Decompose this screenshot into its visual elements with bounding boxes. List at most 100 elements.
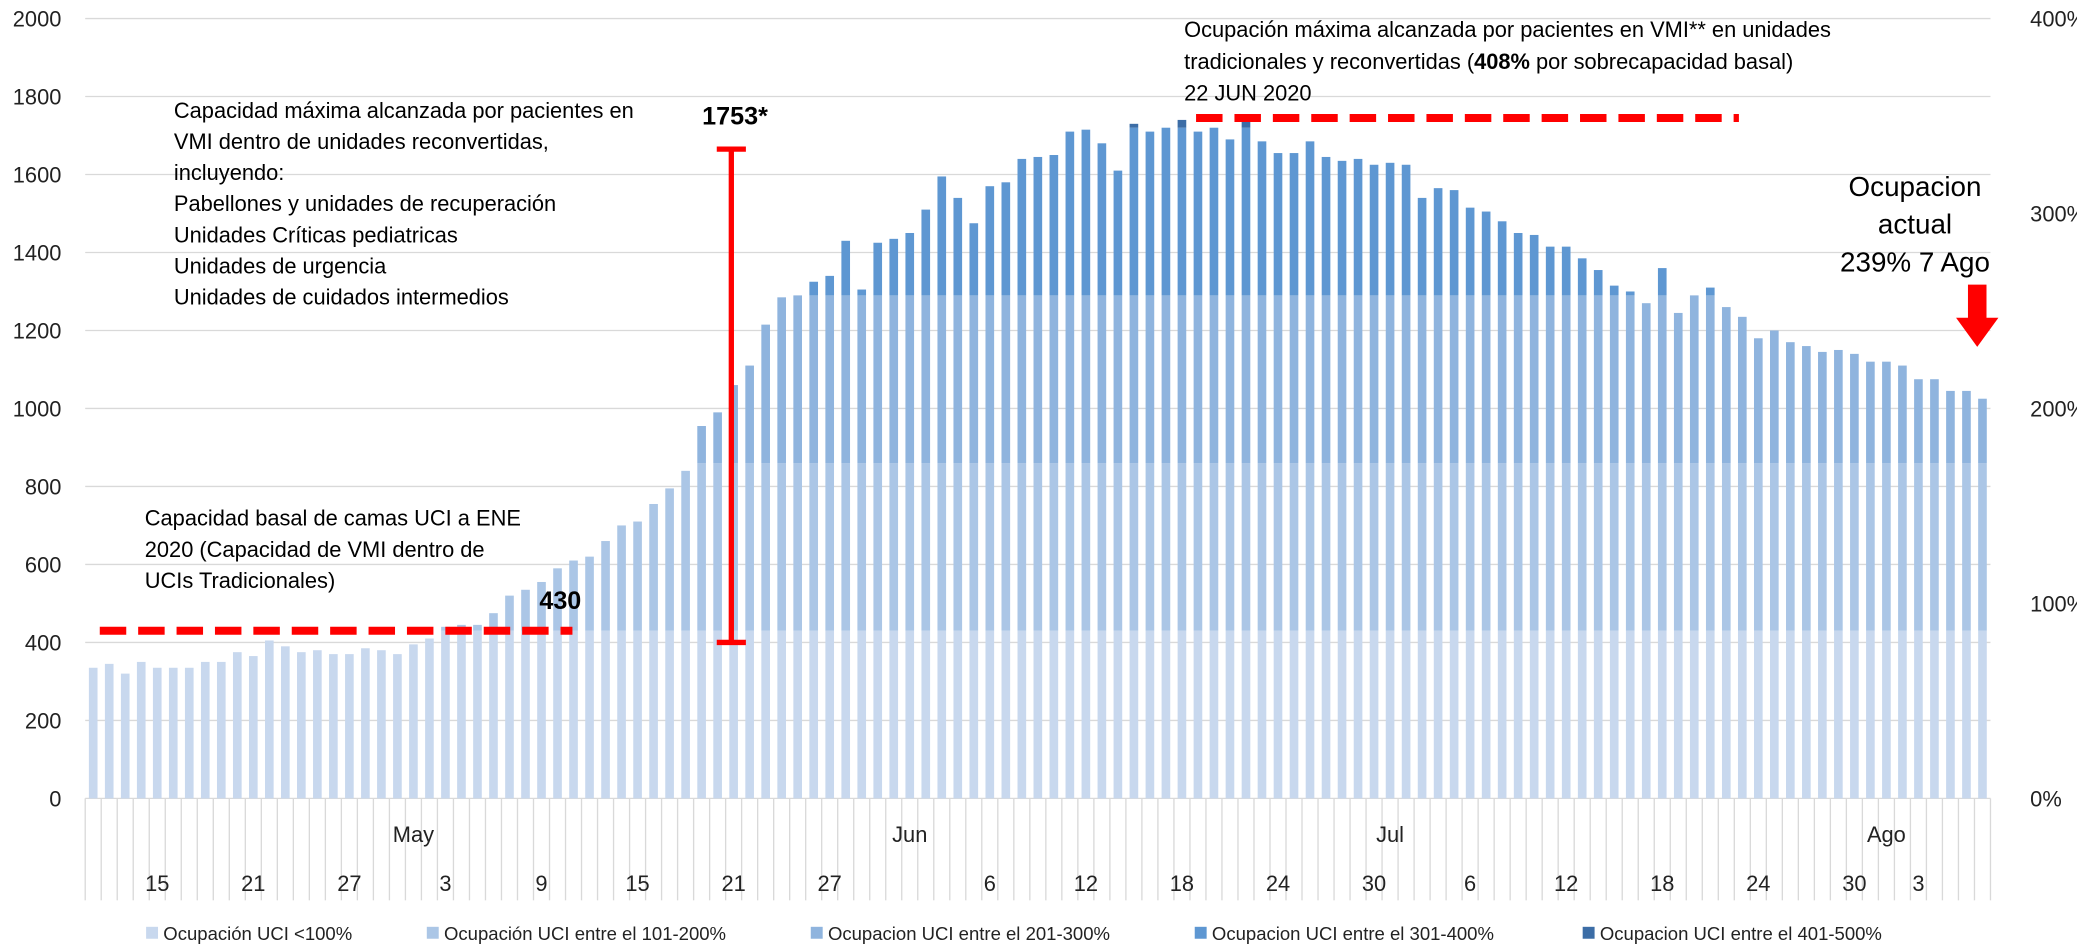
y-tick-label: 1600	[13, 162, 62, 187]
bar-segment	[729, 630, 738, 799]
bar-segment	[1625, 291, 1635, 296]
bar-segment	[585, 556, 594, 631]
bar-segment	[1786, 630, 1795, 799]
bar-segment	[1225, 139, 1235, 296]
bar-segment	[825, 463, 835, 631]
bar-segment	[1145, 131, 1155, 296]
bar-segment	[1321, 630, 1331, 799]
bar-segment	[473, 624, 482, 631]
bar-segment	[1770, 630, 1779, 799]
bar-segment	[1305, 295, 1315, 464]
bar-segment	[1497, 630, 1507, 799]
bar-segment	[553, 568, 562, 631]
bar-segment	[1081, 295, 1091, 464]
bar-segment	[825, 295, 835, 464]
max-label: 1753*	[702, 102, 768, 130]
bar-segment	[1513, 232, 1523, 296]
bar-segment	[1962, 390, 1971, 464]
bar-segment	[1802, 346, 1811, 464]
bar-segment	[1273, 463, 1283, 631]
bar-segment	[281, 646, 290, 799]
bar-segment	[1673, 630, 1683, 799]
bar-segment	[1673, 463, 1683, 631]
bar-segment	[1001, 463, 1011, 631]
bar-segment	[857, 295, 867, 464]
bar-segment	[1497, 463, 1507, 631]
x-tick-label: 27	[337, 871, 361, 896]
bar-segment	[1465, 295, 1475, 464]
bar-segment	[633, 521, 642, 631]
bar-segment	[329, 654, 338, 799]
bar-segment	[1770, 330, 1779, 464]
bar-segment	[681, 470, 690, 631]
bar-segment	[697, 630, 706, 799]
bar-segment	[809, 281, 819, 296]
bar-segment	[1129, 295, 1139, 464]
bar-segment	[1673, 312, 1683, 464]
bar-segment	[1689, 463, 1699, 631]
bar-segment	[1209, 295, 1219, 464]
bar-segment	[1369, 463, 1379, 631]
bar-segment	[1209, 463, 1219, 631]
bar-segment	[1113, 170, 1123, 296]
bar-segment	[1449, 463, 1459, 631]
annotation-text: 22 JUN 2020	[1184, 81, 1311, 106]
y-tick-label: 800	[25, 474, 61, 499]
bar-segment	[1657, 268, 1667, 296]
bar-segment	[1385, 463, 1395, 631]
bar-segment	[937, 176, 947, 296]
bar-segment	[937, 463, 947, 631]
month-label: Ago	[1867, 822, 1906, 847]
bar-segment	[1529, 295, 1539, 464]
bar-segment	[1193, 463, 1203, 631]
bar-segment	[1033, 156, 1043, 296]
bar-segment	[1818, 351, 1827, 464]
bar-segment	[1609, 463, 1619, 631]
bar-segment	[1962, 463, 1971, 631]
bar-segment	[361, 648, 370, 799]
bar-segment	[1721, 307, 1731, 464]
bar-segment	[617, 525, 626, 631]
bar-segment	[1129, 630, 1139, 799]
bar-segment	[1481, 295, 1491, 464]
x-tick-label: 12	[1074, 871, 1098, 896]
bar-segment	[184, 667, 194, 799]
bar-segment	[1305, 630, 1315, 799]
bar-segment	[985, 186, 995, 296]
bar-segment	[1641, 303, 1651, 464]
y2-tick-label: 200%	[2030, 396, 2077, 421]
bar-segment	[1417, 295, 1427, 464]
bar-segment	[617, 630, 626, 799]
bar-segment	[1129, 127, 1139, 296]
bar-segment	[1625, 463, 1635, 631]
bar-segment	[1049, 155, 1059, 296]
bar-segment	[1017, 158, 1027, 296]
bar-segment	[537, 630, 546, 799]
bar-segment	[889, 630, 899, 799]
bar-segment	[409, 644, 418, 799]
bar-segment	[1898, 463, 1907, 631]
bar-segment	[1481, 630, 1491, 799]
bar-segment	[1978, 398, 1987, 464]
bar-segment	[825, 275, 835, 296]
bar-segment	[841, 630, 851, 799]
annotation-text: 2020 (Capacidad de VMI dentro de	[145, 537, 485, 562]
bar-segment	[88, 667, 98, 799]
bar-segment	[1914, 379, 1923, 464]
bar-segment	[761, 630, 770, 799]
bar-segment	[1353, 630, 1363, 799]
bar-segment	[1417, 197, 1427, 296]
bar-segment	[1401, 630, 1411, 799]
annotation-text: incluyendo:	[174, 160, 284, 185]
bar-segment	[921, 463, 931, 631]
bar-segment	[1097, 143, 1107, 296]
bar-segment	[1513, 630, 1523, 799]
bar-segment	[473, 630, 482, 799]
bar-segment	[745, 365, 754, 464]
legend-swatch	[810, 926, 823, 939]
bar-segment	[1577, 258, 1587, 296]
bar-segment	[1818, 463, 1827, 631]
x-tick-label: 3	[1912, 871, 1924, 896]
legend-swatch	[1582, 926, 1595, 939]
